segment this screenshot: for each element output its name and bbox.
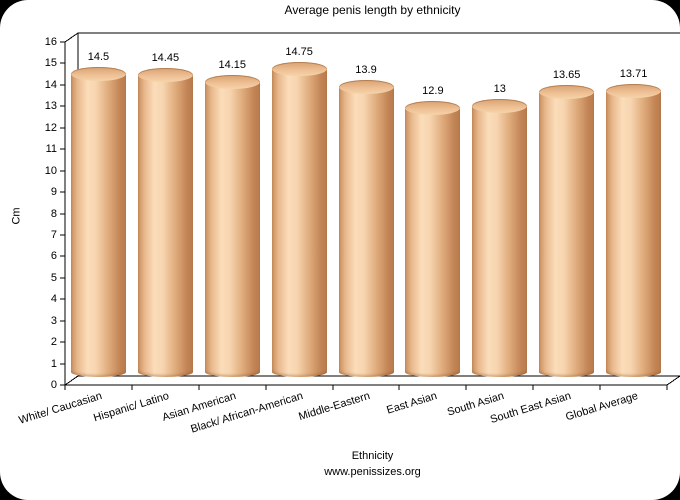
y-tick-label: 13 — [44, 100, 57, 113]
bar-cylinder-top — [338, 80, 394, 95]
bar-cylinder-top — [539, 85, 595, 100]
bar-cylinder — [338, 87, 394, 377]
bar-cylinder-top — [137, 68, 193, 83]
y-tick-label: 15 — [44, 57, 57, 70]
bar-cylinder — [606, 91, 662, 377]
y-tick-label: 11 — [45, 143, 57, 156]
y-tick-label: 0 — [50, 379, 57, 391]
y-tick-label: 14 — [44, 78, 57, 91]
y-tick-label: 9 — [50, 186, 57, 199]
bar-cylinder — [405, 108, 461, 377]
bar-value-label: 14.5 — [87, 51, 110, 64]
bar-value-label: 13.71 — [619, 68, 648, 81]
bar-value-label: 13.65 — [552, 69, 581, 82]
bar-cylinder — [271, 68, 327, 377]
bar-cylinder-top — [405, 101, 461, 116]
bar-cylinder-top — [606, 84, 662, 99]
bar-cylinder-top — [204, 74, 260, 89]
y-tick-label: 8 — [50, 207, 57, 220]
y-tick-label: 1 — [50, 357, 57, 370]
y-tick-label: 10 — [44, 164, 57, 177]
bar-cylinder — [472, 106, 528, 377]
y-tick-label: 7 — [50, 228, 57, 241]
bar-cylinder — [539, 92, 595, 377]
bar-value-label: 12.9 — [422, 85, 444, 98]
bar-cylinder — [137, 75, 193, 377]
bar-cylinder-top — [70, 67, 126, 82]
bar-value-label: 14.15 — [218, 58, 246, 71]
y-tick-label: 2 — [50, 336, 57, 349]
bar-value-label: 14.45 — [151, 52, 180, 65]
y-tick-label: 6 — [50, 250, 57, 263]
x-axis-title: Ethnicity — [351, 450, 394, 462]
bar-value-label: 13 — [493, 83, 506, 96]
y-tick-label: 16 — [44, 36, 57, 48]
bar-value-label: 13.9 — [355, 64, 377, 77]
chart-title: Average penis length by ethnicity — [284, 3, 461, 17]
source-url: www.penissizes.org — [324, 466, 421, 478]
y-tick-label: 5 — [50, 271, 57, 284]
bar-cylinder — [70, 74, 126, 377]
bar-cylinder-top — [472, 99, 528, 114]
bar-cylinder — [204, 81, 260, 377]
y-tick-label: 3 — [50, 314, 57, 327]
bar-value-label: 14.75 — [285, 45, 313, 58]
y-tick-label: 4 — [50, 293, 57, 306]
y-tick-label: 12 — [44, 121, 57, 134]
bar-cylinder-top — [271, 61, 327, 76]
